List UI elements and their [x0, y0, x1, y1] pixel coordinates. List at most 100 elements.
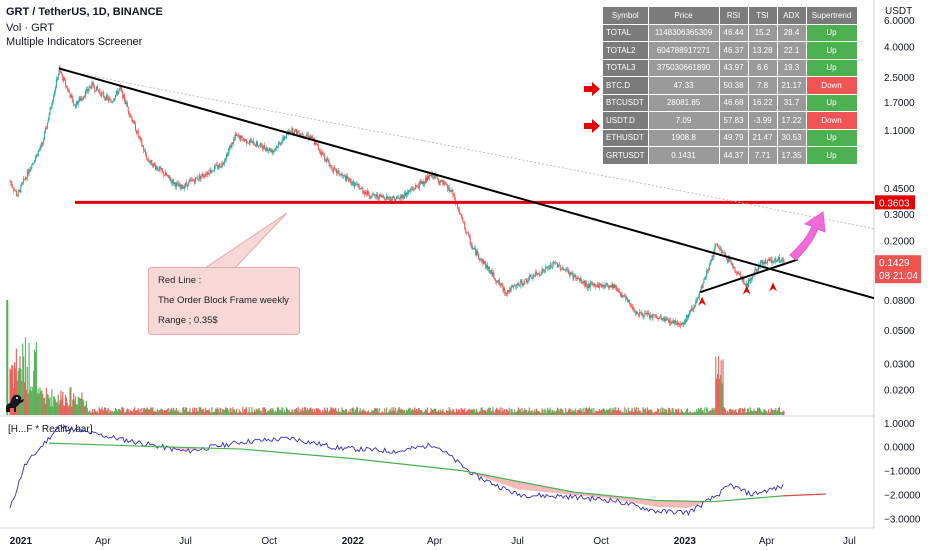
volume-bar [48, 398, 50, 415]
volume-bar [607, 409, 610, 415]
volume-bar [571, 409, 573, 415]
candle-body [338, 170, 340, 176]
candle-body [262, 147, 264, 150]
screener-row: GRTUSDT 0.1431 44.37 7.71 17.35 Up [602, 146, 858, 165]
candle-body [129, 114, 131, 116]
candle-body [391, 199, 393, 201]
candle-body [667, 319, 669, 323]
volume-bar [344, 411, 346, 415]
volume-bar [711, 408, 713, 415]
volume-bar [464, 408, 466, 415]
candle-body [136, 130, 138, 134]
candle-body [34, 161, 36, 163]
candle-body [336, 168, 338, 174]
candle-body [170, 180, 172, 181]
candle-body [498, 279, 500, 284]
candle-body [369, 196, 371, 199]
candle-body [190, 180, 192, 181]
candle-body [356, 183, 358, 185]
volume-bar [368, 412, 370, 415]
volume-bar [353, 408, 355, 415]
volume-bar [756, 407, 759, 415]
candle-body [134, 121, 136, 124]
indicator-axis-tick: 1.0000 [884, 419, 915, 430]
candle-body [385, 199, 387, 201]
candle-body [728, 257, 730, 261]
candle-body [327, 159, 329, 163]
volume-bar [717, 356, 720, 415]
volume-bar [237, 412, 239, 415]
volume-bar [319, 410, 321, 415]
row-tsi: 6.6 [747, 58, 778, 77]
row-rsi: 50.38 [718, 76, 749, 95]
volume-bar [436, 411, 439, 415]
candle-body [164, 175, 166, 177]
volume-bar [666, 409, 668, 415]
candle-body [396, 196, 398, 200]
candle-body [149, 162, 151, 164]
volume-bar [159, 410, 161, 415]
candle-body [708, 264, 710, 271]
volume-bar [505, 412, 507, 415]
candle-body [407, 190, 409, 195]
time-axis-label: 2023 [674, 536, 697, 547]
volume-bar [487, 408, 489, 415]
candle-body [353, 181, 355, 187]
candle-body [482, 259, 484, 265]
candle-body [563, 269, 565, 271]
price-axis-tick: 0.0500 [884, 326, 915, 337]
price-axis-tick: 6.0000 [884, 16, 915, 27]
volume-bar [28, 342, 30, 415]
candle-body [410, 189, 412, 191]
candle-body [14, 190, 16, 192]
col-supertrend: Supertrend [805, 6, 858, 25]
candle-body [259, 144, 261, 146]
volume-bar [125, 410, 128, 415]
candle-body [525, 278, 527, 280]
candle-body [475, 248, 477, 256]
row-supertrend: Up [805, 128, 858, 147]
volume-bar [495, 409, 497, 415]
row-adx: 28.4 [776, 23, 807, 42]
volume-bar [424, 411, 426, 415]
candle-body [367, 190, 369, 196]
volume-bar [668, 407, 670, 415]
volume-bar [183, 407, 185, 415]
volume-label: Vol · GRT [6, 22, 55, 34]
candle-body [722, 251, 724, 253]
volume-bar [676, 411, 679, 415]
price-axis-tick: 0.0200 [884, 386, 915, 397]
volume-bar [334, 409, 336, 415]
col-adx: ADX [776, 6, 807, 25]
candle-body [344, 175, 346, 177]
candle-body [434, 173, 436, 179]
candle-body [355, 183, 357, 185]
candle-body [420, 180, 422, 184]
candle-body [711, 255, 713, 262]
volume-bar [207, 410, 209, 415]
tradingview-logo-icon[interactable] [2, 390, 28, 421]
volume-bar [546, 407, 549, 415]
volume-bar [168, 412, 170, 415]
volume-bar [761, 412, 763, 415]
volume-bar [392, 410, 394, 415]
candle-body [453, 194, 455, 196]
volume-bar [702, 410, 704, 415]
volume-bar [513, 412, 515, 415]
volume-bar [320, 411, 322, 415]
volume-bar [60, 390, 62, 415]
volume-bar [667, 407, 670, 415]
row-supertrend: Up [805, 41, 858, 60]
volume-bar [645, 408, 647, 415]
candle-body [686, 315, 688, 322]
candle-body [783, 260, 785, 265]
volume-bar [653, 412, 655, 415]
volume-bar [175, 407, 178, 415]
row-adx: 30.53 [776, 128, 807, 147]
volume-bar [746, 412, 748, 415]
volume-bar [490, 411, 492, 415]
volume-bar [758, 407, 761, 415]
volume-bar [715, 356, 717, 415]
candle-body [192, 179, 194, 181]
